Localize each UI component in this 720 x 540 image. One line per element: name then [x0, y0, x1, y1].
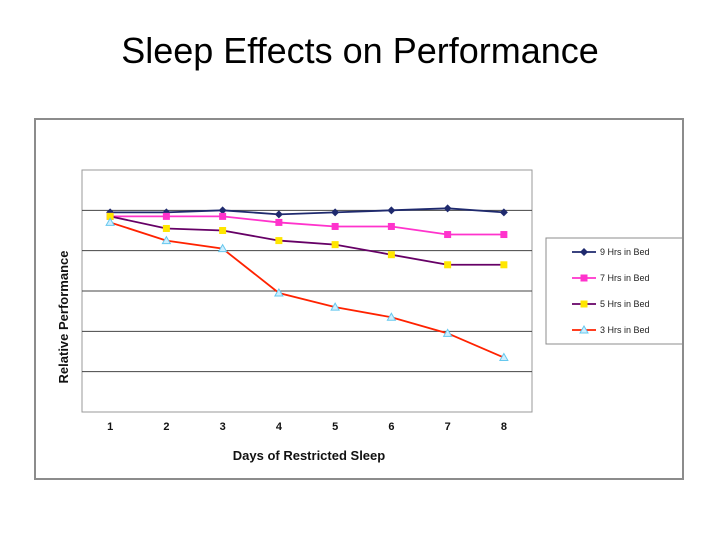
data-point — [387, 251, 395, 259]
data-point — [275, 237, 283, 245]
x-tick-label: 8 — [501, 421, 507, 433]
legend — [545, 237, 682, 345]
x-tick-label: 4 — [276, 421, 283, 433]
legend-entry-label: 5 Hrs in Bed — [600, 299, 650, 309]
data-point — [387, 206, 396, 215]
data-point — [162, 212, 170, 220]
data-point — [219, 227, 227, 234]
series-line-3 — [109, 215, 504, 266]
data-point — [331, 208, 340, 217]
chart-frame: 1 2 3 4 5 6 7 8 Relative Performance Days of Re… — [34, 118, 684, 480]
legend-entry-label: 3 Hrs in Bed — [600, 325, 650, 335]
x-tick-label: 3 — [220, 421, 226, 433]
x-tick-label: 5 — [332, 421, 338, 433]
data-point — [444, 261, 452, 269]
data-point — [106, 212, 114, 220]
legend-swatch-marker — [580, 274, 588, 282]
data-point — [443, 204, 452, 213]
x-tick-label: 7 — [445, 421, 451, 433]
data-point — [500, 231, 508, 239]
data-point — [330, 302, 340, 311]
data-point — [386, 312, 397, 321]
data-point — [331, 241, 339, 249]
data-point — [387, 222, 395, 230]
data-point — [444, 231, 452, 239]
series-line-4 — [109, 221, 505, 359]
data-point — [161, 235, 172, 245]
data-point — [499, 352, 509, 362]
line-chart: 1 2 3 4 5 6 7 8 Relative Performance Days of Re… — [56, 169, 682, 463]
legend-entry-label: 9 Hrs in Bed — [600, 247, 650, 257]
series-line-1 — [110, 207, 504, 216]
x-axis-label: Days of Restricted Sleep — [233, 448, 386, 463]
legend-swatch-marker — [579, 324, 589, 334]
data-point — [331, 222, 339, 230]
data-point — [274, 288, 284, 297]
data-point — [500, 261, 508, 269]
x-tick-label: 6 — [388, 421, 394, 433]
data-point — [275, 218, 283, 226]
x-tick-label: 2 — [163, 421, 169, 433]
x-tick-label: 1 — [107, 421, 113, 433]
data-point — [218, 206, 227, 215]
data-point — [217, 243, 228, 253]
data-point — [274, 210, 283, 219]
slide-title: Sleep Effects on Performance — [121, 30, 599, 71]
data-point — [499, 208, 508, 217]
data-point — [162, 224, 170, 232]
data-point — [219, 212, 227, 220]
data-point — [105, 217, 115, 226]
data-point — [442, 328, 453, 337]
legend-entry-label: 7 Hrs in Bed — [600, 273, 650, 283]
legend-swatch-marker — [580, 300, 588, 308]
data-point — [162, 208, 171, 217]
y-axis-label: Relative Performance — [56, 251, 71, 384]
series-line-2 — [110, 215, 504, 236]
data-point — [106, 208, 115, 217]
legend-swatch-marker — [580, 248, 588, 256]
